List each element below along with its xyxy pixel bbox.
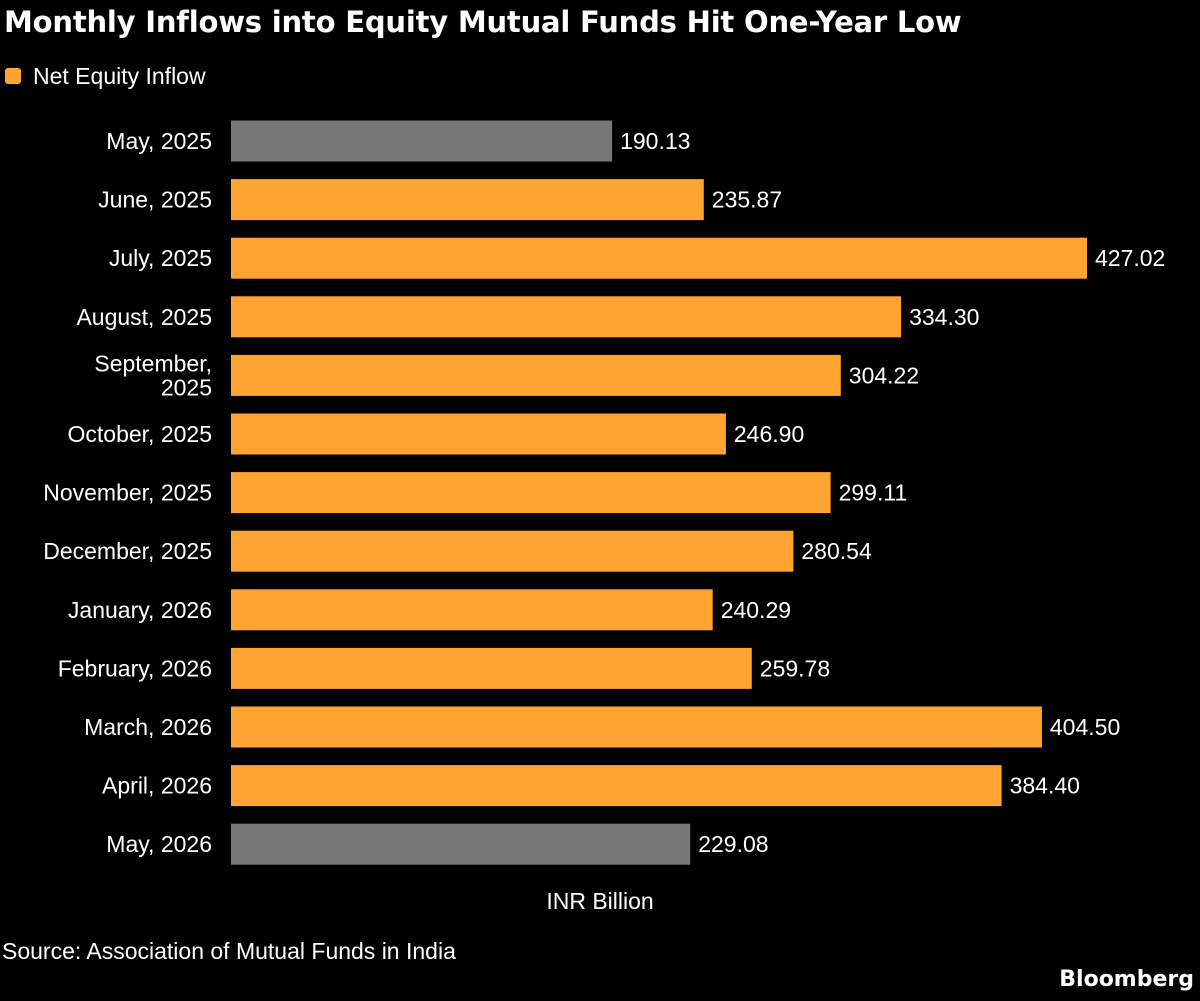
legend-label: Net Equity Inflow — [33, 62, 206, 89]
bar — [231, 237, 1087, 279]
category-label: December, 2025 — [43, 538, 212, 564]
data-label: 190.13 — [620, 128, 690, 154]
data-label: 427.02 — [1095, 245, 1165, 271]
category-label: August, 2025 — [76, 304, 212, 330]
data-label: 235.87 — [712, 187, 782, 213]
legend-swatch — [5, 68, 21, 84]
bar — [231, 413, 726, 455]
chart-title: Monthly Inflows into Equity Mutual Funds… — [4, 5, 962, 39]
category-label: March, 2026 — [84, 714, 212, 740]
data-label: 240.29 — [721, 597, 791, 623]
data-label: 299.11 — [839, 480, 908, 506]
source-note: Source: Association of Mutual Funds in I… — [2, 938, 456, 964]
data-label: 304.22 — [849, 362, 919, 388]
data-label: 384.40 — [1010, 773, 1080, 799]
category-label: September, 2025 — [94, 350, 212, 400]
category-label: May, 2026 — [106, 831, 212, 857]
bar — [231, 706, 1042, 748]
category-label: May, 2025 — [106, 128, 212, 154]
x-axis-unit-label: INR Billion — [546, 888, 654, 914]
data-label: 280.54 — [801, 538, 872, 564]
bar — [231, 472, 831, 514]
legend: Net Equity Inflow — [5, 61, 206, 91]
bar — [231, 765, 1002, 807]
data-label: 404.50 — [1050, 714, 1120, 740]
bar — [231, 296, 902, 338]
category-label: January, 2026 — [68, 597, 212, 623]
bar — [231, 823, 691, 865]
bar — [231, 179, 704, 221]
bar — [231, 589, 713, 631]
category-label: October, 2025 — [68, 421, 213, 447]
category-label: November, 2025 — [43, 480, 212, 506]
category-label: June, 2025 — [98, 187, 212, 213]
bar — [231, 530, 794, 572]
data-label: 334.30 — [909, 304, 979, 330]
category-label: July, 2025 — [109, 245, 212, 271]
category-label: April, 2026 — [102, 773, 212, 799]
data-label: 246.90 — [734, 421, 804, 447]
data-label: 259.78 — [760, 655, 830, 681]
bar — [231, 647, 752, 689]
bloomberg-logo: Bloomberg — [1059, 967, 1194, 992]
bar — [231, 120, 613, 162]
data-label: 229.08 — [698, 831, 768, 857]
category-label: February, 2026 — [58, 655, 212, 681]
bar — [231, 354, 841, 396]
